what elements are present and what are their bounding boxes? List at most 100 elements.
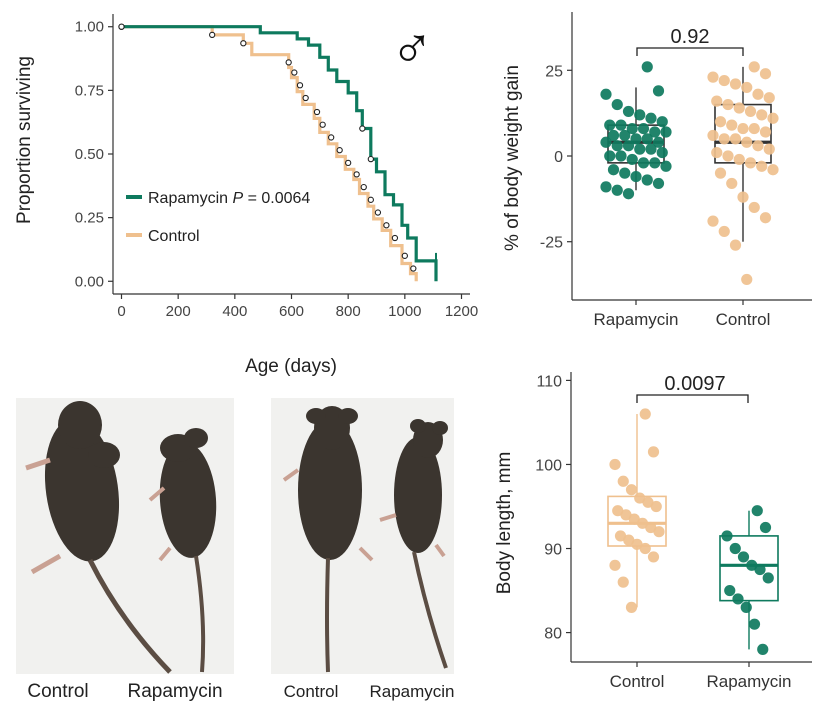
- censor-mark-control: [336, 147, 343, 154]
- survival-y-tick-label: 1.00: [75, 19, 104, 36]
- weight-gain-point-rapamycin: [637, 122, 650, 135]
- body-length-y-tick-label: 100: [535, 457, 562, 474]
- weight-gain-point-rapamycin: [611, 140, 623, 152]
- photo-label-control-left: Control: [27, 681, 88, 702]
- weight-gain-point-rapamycin: [649, 126, 661, 138]
- weight-gain-point-control: [748, 201, 760, 214]
- body-length-point-rapamycin: [748, 618, 761, 630]
- weight-gain-point-control: [756, 160, 768, 172]
- weight-gain-point-rapamycin: [611, 184, 623, 196]
- body-length-p-value: 0.0097: [664, 373, 725, 395]
- mouse-paw: [158, 546, 172, 562]
- survival-curve-control: [121, 25, 418, 282]
- weight-gain-point-control: [722, 98, 734, 111]
- weight-gain-point-control: [729, 133, 742, 145]
- mouse-body: [159, 442, 217, 558]
- weight-gain-point-rapamycin: [622, 188, 635, 200]
- mouse-body: [298, 420, 362, 560]
- rapamycin-mouse-left: [148, 428, 217, 673]
- body-length-y-tick-label: 110: [536, 373, 562, 390]
- censor-mark-control: [367, 196, 374, 203]
- weight-gain-point-rapamycin: [637, 157, 650, 169]
- mouse-ear: [432, 421, 448, 435]
- body-length-x-tick-label: Control: [610, 672, 665, 691]
- weight-gain-axes: 25 0 -25 Rapamycin Control: [540, 12, 812, 329]
- mouse-paw: [282, 468, 300, 482]
- weight-gain-point-control: [729, 78, 742, 90]
- censor-mark-control: [401, 252, 408, 259]
- weight-gain-y-tick-label: 25: [545, 63, 563, 80]
- mouse-paw: [25, 457, 51, 471]
- weight-gain-point-rapamycin: [615, 119, 627, 131]
- survival-panel: 0.00 0.25 0.50 0.75 1.00 0 200 400 600 800 1000 120…: [14, 14, 478, 377]
- censor-mark-control: [383, 222, 390, 229]
- weight-gain-point-rapamycin: [607, 129, 620, 142]
- weight-gain-x-tick-label: Rapamycin: [593, 310, 678, 329]
- weight-gain-point-rapamycin: [626, 122, 638, 135]
- legend-label-rapamycin: Rapamycin P = 0.0064: [148, 190, 310, 207]
- censor-mark-control: [360, 183, 367, 191]
- weight-gain-point-rapamycin: [622, 105, 635, 118]
- body-length-point-rapamycin: [751, 505, 763, 517]
- p-symbol: P: [232, 190, 243, 207]
- mouse-ear: [184, 428, 208, 448]
- weight-gain-y-axis-label: % of body weight gain: [502, 65, 523, 251]
- p-value-survival: = 0.0064: [243, 190, 310, 207]
- weight-gain-point-control: [752, 140, 764, 152]
- body-length-point-rapamycin: [729, 542, 741, 555]
- body-length-point-control: [617, 475, 629, 487]
- body-length-bracket: [636, 394, 749, 403]
- weight-gain-panel: 25 0 -25 Rapamycin Control % of body weight …: [502, 12, 812, 329]
- rapamycin-mouse-right: [379, 419, 448, 669]
- weight-gain-point-control: [748, 122, 760, 135]
- censor-mark-control: [285, 59, 292, 66]
- weight-gain-point-control: [759, 68, 772, 80]
- weight-gain-point-rapamycin: [634, 109, 646, 121]
- mouse-paw: [30, 553, 62, 575]
- survival-x-tick-label: 600: [279, 303, 304, 320]
- weight-gain-point-control: [726, 177, 738, 190]
- weight-gain-point-control: [756, 109, 768, 121]
- weight-gain-point-control: [744, 157, 757, 169]
- weight-gain-x-tick-label: Control: [716, 310, 771, 329]
- weight-gain-point-rapamycin: [641, 133, 653, 145]
- survival-x-tick-label: 800: [336, 303, 361, 320]
- survival-x-tick-label: 400: [222, 303, 247, 320]
- body-length-x-tick-label: Rapamycin: [706, 672, 791, 691]
- weight-gain-point-control: [718, 74, 730, 87]
- weight-gain-point-rapamycin: [660, 160, 672, 172]
- censor-mark-control: [209, 31, 216, 39]
- censor-mark-control: [240, 40, 247, 47]
- weight-gain-y-tick-label: -25: [540, 235, 563, 252]
- body-length-point-control: [609, 458, 621, 471]
- body-length-point-control: [620, 509, 632, 521]
- mouse-paw: [148, 486, 166, 502]
- weight-gain-point-rapamycin: [634, 143, 646, 155]
- body-length-point-control: [642, 496, 654, 508]
- weight-gain-point-rapamycin: [630, 133, 642, 145]
- body-length-point-rapamycin: [754, 563, 766, 576]
- censor-mark-control: [410, 265, 417, 272]
- mouse-tail: [325, 557, 330, 673]
- mouse-tail: [87, 558, 172, 674]
- weight-gain-point-rapamycin: [600, 181, 612, 193]
- weight-gain-point-control: [741, 273, 753, 286]
- censor-mark-control: [353, 171, 360, 178]
- weight-gain-significance: 0.92: [636, 26, 744, 56]
- body-length-point-control: [650, 500, 662, 513]
- survival-x-tick-label: 1000: [388, 303, 421, 320]
- weight-gain-point-control: [741, 81, 753, 94]
- mouse-ear: [338, 408, 358, 424]
- weight-gain-point-rapamycin: [656, 116, 668, 128]
- censor-mark-rapamycin: [118, 23, 125, 30]
- censor-mark-control: [313, 108, 321, 116]
- body-length-point-control: [647, 446, 660, 458]
- body-length-point-control: [612, 505, 624, 517]
- body-length-point-rapamycin: [757, 643, 769, 655]
- control-mouse-left: [25, 401, 172, 674]
- legend-label-control: Control: [148, 228, 200, 245]
- weight-gain-point-rapamycin: [649, 157, 661, 169]
- survival-y-tick-label: 0.00: [75, 273, 104, 290]
- body-length-point-control: [623, 534, 635, 546]
- weight-gain-point-control: [707, 129, 719, 142]
